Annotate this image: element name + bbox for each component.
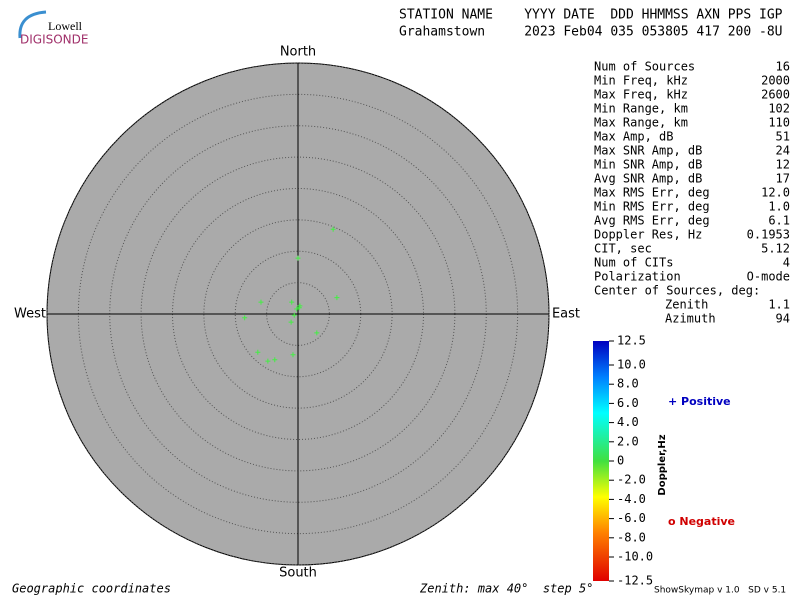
stat-value: 1.0 [768,200,790,214]
center-value: 1.1 [768,298,790,312]
source-marker [294,306,300,312]
logo-swoosh [18,10,47,39]
stat-value: 5.12 [761,242,790,256]
colorbar-tick-label: 10.0 [617,358,646,372]
source-marker [296,305,302,311]
header-columns: STATION NAME YYYY DATE DDD HHMMSS AXN PP… [399,8,783,23]
version: ShowSkymap v 1.0 SD v 5.1 [654,586,786,596]
footer-left: Geographic coordinates [12,582,171,596]
stat-value: 12 [776,158,790,172]
dir-east: East [552,307,580,322]
colorbar-tick-label: 0 [617,454,624,468]
stat-value: 24 [776,144,790,158]
source-marker [258,299,264,305]
stat-label: Doppler Res, Hz [594,228,702,242]
colorbar-tick-label: -2.0 [617,473,646,487]
colorbar-tick-label: -12.5 [617,574,653,588]
logo-bottom: DIGISONDE [20,33,88,47]
center-value: 94 [776,312,790,326]
source-marker [289,299,295,305]
stat-value: 17 [776,172,790,186]
source-marker [242,315,248,321]
stat-label: Max Freq, kHz [594,88,688,102]
source-marker [291,312,297,318]
stat-value: 51 [776,130,790,144]
stat-label: Polarization [594,270,681,284]
dir-north: North [280,45,316,60]
source-marker [330,226,336,232]
stat-label: Avg RMS Err, deg [594,214,710,228]
stat-value: 110 [768,116,790,130]
colorbar-label: Doppler,Hz [657,434,668,495]
stat-value: 16 [776,60,790,74]
stat-label: Num of Sources [594,60,695,74]
source-marker [334,295,340,301]
stat-label: Max SNR Amp, dB [594,144,702,158]
source-marker [288,319,294,325]
stat-label: Avg SNR Amp, dB [594,172,702,186]
source-marker [272,357,278,363]
stat-label: Max Range, km [594,116,688,130]
center-label-row: Zenith [665,298,708,312]
stat-label: Min Freq, kHz [594,74,688,88]
dir-south: South [279,566,317,581]
stat-value: 102 [768,102,790,116]
stat-label: CIT, sec [594,242,652,256]
source-marker [314,330,320,336]
stat-value: O-mode [747,270,790,284]
stat-label: Max RMS Err, deg [594,186,710,200]
stat-label: Max Amp, dB [594,130,673,144]
stat-value: 2600 [761,88,790,102]
colorbar [593,341,609,581]
dir-west: West [14,307,46,322]
stat-label: Min SNR Amp, dB [594,158,702,172]
source-marker [295,255,301,261]
legend-negative: o Negative [668,515,735,528]
colorbar-tick-label: -6.0 [617,511,646,525]
source-marker [255,349,261,355]
center-label: Center of Sources, deg: [594,284,760,298]
colorbar-tick-label: 4.0 [617,415,639,429]
colorbar-tick-label: 2.0 [617,434,639,448]
stat-label: Min Range, km [594,102,688,116]
source-marker [290,352,296,358]
stat-value: 0.1953 [747,228,790,242]
colorbar-tick-label: -8.0 [617,530,646,544]
stat-label: Num of CITs [594,256,673,270]
stat-value: 12.0 [761,186,790,200]
stat-label: Min RMS Err, deg [594,200,710,214]
colorbar-tick-label: 8.0 [617,377,639,391]
legend-positive: + Positive [668,395,731,408]
colorbar-tick-label: -10.0 [617,550,653,564]
header-values: Grahamstown 2023 Feb04 035 053805 417 20… [399,25,783,40]
stat-value: 2000 [761,74,790,88]
logo-top: Lowell [48,19,83,33]
center-label-row: Azimuth [665,312,716,326]
stat-value: 6.1 [768,214,790,228]
source-marker [265,358,271,364]
colorbar-tick-label: 12.5 [617,334,646,348]
colorbar-tick-label: -4.0 [617,492,646,506]
stat-value: 4 [783,256,790,270]
colorbar-tick-label: 6.0 [617,396,639,410]
footer-right: Zenith: max 40° step 5° [419,582,593,596]
